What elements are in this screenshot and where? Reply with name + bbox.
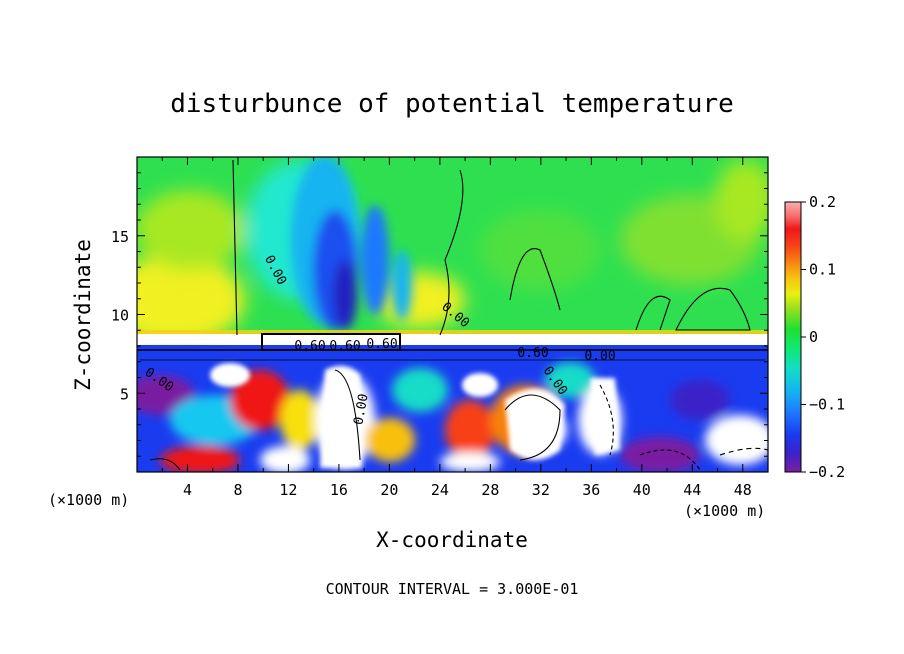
- x-tick-label: 28: [481, 481, 499, 499]
- x-tick-label: 36: [582, 481, 600, 499]
- x-unit-right: (×1000 m): [684, 502, 765, 520]
- x-axis-label: X-coordinate: [376, 528, 528, 552]
- y-axis-label: Z-coordinate: [71, 239, 95, 391]
- heatmap-field: [137, 157, 768, 472]
- y-tick-label: 10: [111, 307, 129, 325]
- contour-interval-note: CONTOUR INTERVAL = 3.000E-01: [326, 580, 579, 598]
- y-tick-label: 5: [120, 385, 129, 403]
- x-tick-label: 4: [183, 481, 192, 499]
- x-tick-label: 44: [683, 481, 701, 499]
- colorbar-tick-label: 0: [809, 328, 818, 346]
- y-axis: 5 10 15: [111, 172, 768, 457]
- contour-label: 0.00: [351, 393, 371, 426]
- x-tick-label: 48: [734, 481, 752, 499]
- contour-label: 0.60: [517, 346, 548, 361]
- x-tick-label: 12: [279, 481, 297, 499]
- x-unit-left: (×1000 m): [48, 491, 129, 509]
- contour-label: 0.60: [366, 337, 397, 352]
- y-tick-label: 15: [111, 228, 129, 246]
- x-tick-label: 40: [633, 481, 651, 499]
- chart-title: disturbunce of potential temperature: [170, 89, 734, 119]
- x-axis: 4 8 12 16 20 24 28 32 36 40 44 48: [161, 157, 752, 499]
- colorbar-tick-label: 0.2: [809, 193, 836, 211]
- contour-label: 0.00: [584, 349, 615, 364]
- contour-label: 0.60: [294, 339, 325, 354]
- x-tick-label: 16: [330, 481, 348, 499]
- colorbar-tick-label: 0.1: [809, 261, 836, 279]
- contour-label: 0.60: [329, 339, 360, 354]
- x-tick-label: 8: [233, 481, 242, 499]
- x-tick-label: 32: [532, 481, 550, 499]
- x-tick-label: 20: [380, 481, 398, 499]
- colorbar-tick-label: −0.1: [809, 396, 845, 414]
- colorbar: [784, 201, 802, 473]
- x-tick-label: 24: [431, 481, 449, 499]
- colorbar-ticks: 0.2 0.1 0 −0.1 −0.2: [801, 193, 845, 481]
- colorbar-tick-label: −0.2: [809, 463, 845, 481]
